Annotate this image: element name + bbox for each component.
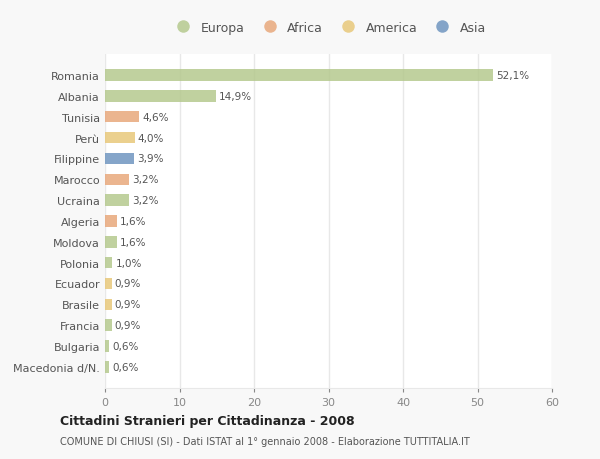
Bar bbox=[105, 216, 117, 227]
Bar bbox=[105, 91, 216, 102]
Text: 1,0%: 1,0% bbox=[115, 258, 142, 268]
Bar bbox=[105, 174, 129, 185]
Bar bbox=[105, 257, 112, 269]
Text: 3,2%: 3,2% bbox=[132, 196, 158, 206]
Text: 0,6%: 0,6% bbox=[112, 341, 139, 351]
Bar bbox=[105, 236, 117, 248]
Text: 52,1%: 52,1% bbox=[496, 71, 529, 81]
Text: 0,6%: 0,6% bbox=[112, 362, 139, 372]
Bar bbox=[105, 278, 112, 290]
Text: Cittadini Stranieri per Cittadinanza - 2008: Cittadini Stranieri per Cittadinanza - 2… bbox=[60, 414, 355, 428]
Bar bbox=[105, 361, 109, 373]
Bar bbox=[105, 133, 135, 144]
Legend: Europa, Africa, America, Asia: Europa, Africa, America, Asia bbox=[167, 18, 490, 39]
Text: 0,9%: 0,9% bbox=[115, 320, 141, 330]
Text: 4,0%: 4,0% bbox=[138, 133, 164, 143]
Bar bbox=[105, 341, 109, 352]
Text: 0,9%: 0,9% bbox=[115, 300, 141, 310]
Bar bbox=[105, 195, 129, 207]
Bar bbox=[105, 112, 139, 123]
Text: COMUNE DI CHIUSI (SI) - Dati ISTAT al 1° gennaio 2008 - Elaborazione TUTTITALIA.: COMUNE DI CHIUSI (SI) - Dati ISTAT al 1°… bbox=[60, 437, 470, 446]
Text: 4,6%: 4,6% bbox=[142, 112, 169, 123]
Text: 1,6%: 1,6% bbox=[120, 217, 146, 226]
Text: 3,2%: 3,2% bbox=[132, 175, 158, 185]
Text: 0,9%: 0,9% bbox=[115, 279, 141, 289]
Text: 14,9%: 14,9% bbox=[219, 92, 252, 102]
Bar bbox=[105, 70, 493, 82]
Bar bbox=[105, 153, 134, 165]
Text: 1,6%: 1,6% bbox=[120, 237, 146, 247]
Bar bbox=[105, 320, 112, 331]
Text: 3,9%: 3,9% bbox=[137, 154, 164, 164]
Bar bbox=[105, 299, 112, 310]
